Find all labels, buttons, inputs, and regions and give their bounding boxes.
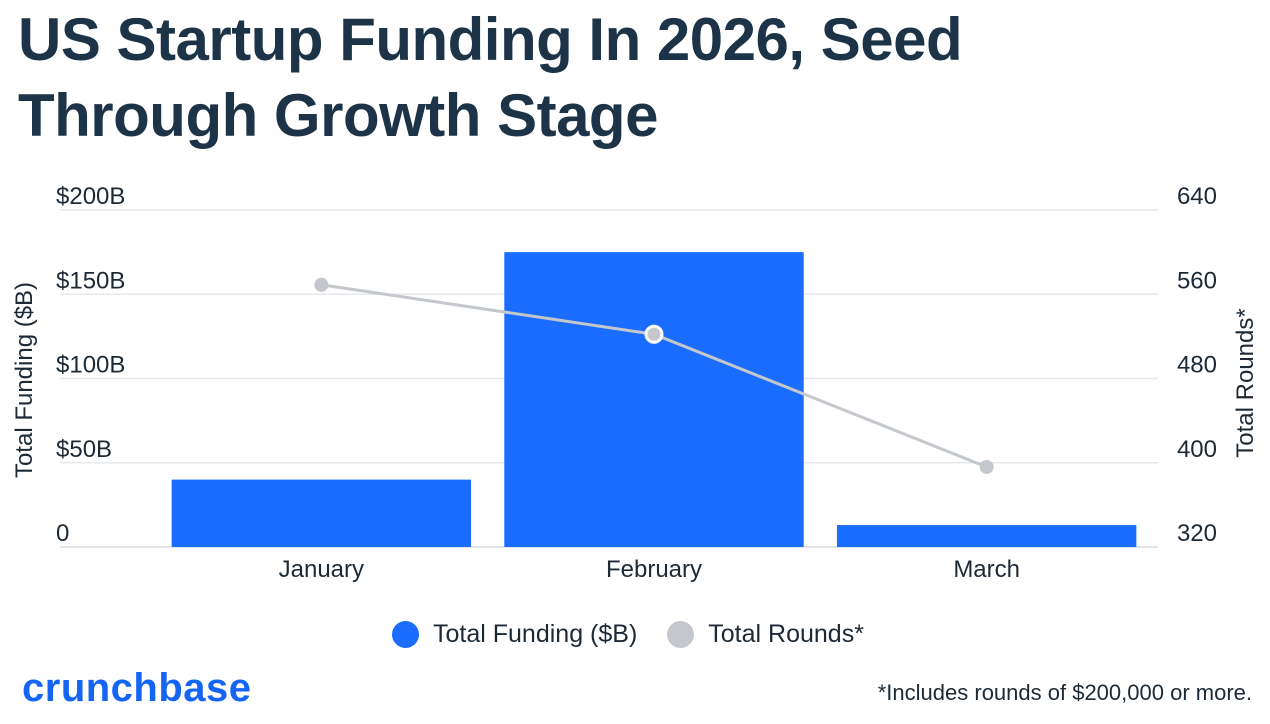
y-right-tick-label: 480 xyxy=(1177,352,1217,379)
footnote: *Includes rounds of $200,000 or more. xyxy=(877,680,1252,705)
y-right-tick-label: 640 xyxy=(1177,183,1217,210)
x-tick-label: March xyxy=(953,556,1020,583)
legend-swatch-rounds xyxy=(667,620,695,648)
legend: Total Funding ($B) Total Rounds* xyxy=(392,616,894,652)
y-left-tick-label: $200B xyxy=(56,183,125,210)
bar-series xyxy=(171,252,1137,547)
legend-item-rounds: Total Rounds* xyxy=(667,620,864,649)
x-tick-label: January xyxy=(279,556,364,583)
legend-swatch-funding xyxy=(392,620,419,648)
legend-label-funding: Total Funding ($B) xyxy=(433,619,638,648)
crunchbase-logo: crunchbase xyxy=(22,666,252,710)
line-point xyxy=(979,459,994,474)
y-left-axis-title: Total Funding ($B) xyxy=(11,282,38,478)
x-tick-label: February xyxy=(606,556,702,583)
y-right-tick-label: 400 xyxy=(1177,436,1217,463)
bar xyxy=(836,525,1137,547)
chart-title: US Startup Funding In 2026, Seed Through… xyxy=(18,6,963,149)
y-left-tick-label: $100B xyxy=(56,352,125,379)
axes: 0 $50B $100B $150B $200B 320 400 480 560 640 Janua… xyxy=(11,183,1259,583)
line-point xyxy=(644,324,664,344)
line-series xyxy=(314,277,994,474)
y-right-tick-label: 560 xyxy=(1177,267,1217,294)
line-point xyxy=(314,277,329,292)
y-left-tick-label: $50B xyxy=(56,436,112,463)
legend-label-rounds: Total Rounds* xyxy=(708,619,864,648)
y-left-tick-label: 0 xyxy=(56,520,69,547)
bar xyxy=(504,252,804,547)
y-right-axis-title: Total Rounds* xyxy=(1232,308,1259,457)
legend-item-funding: Total Funding ($B) xyxy=(392,620,637,649)
y-right-tick-label: 320 xyxy=(1177,520,1217,547)
y-left-tick-label: $150B xyxy=(56,267,125,294)
bar xyxy=(171,479,472,547)
